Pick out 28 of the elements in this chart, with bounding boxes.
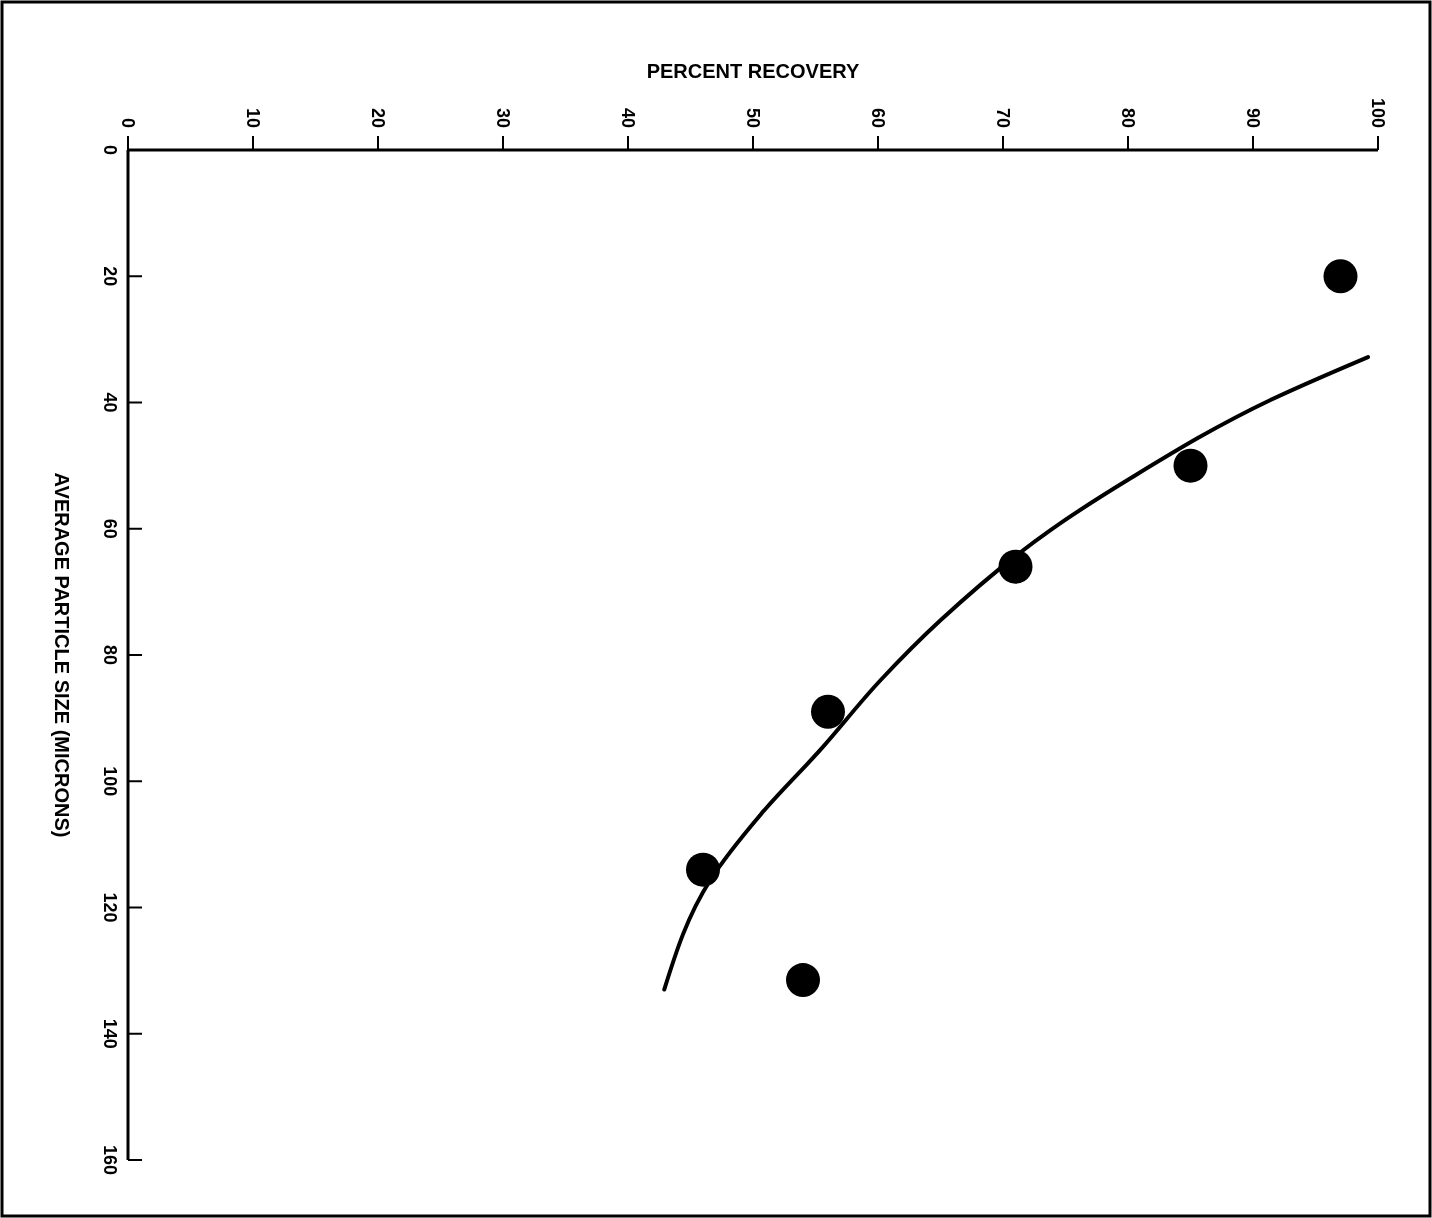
line-series	[662, 355, 1370, 992]
x-tick-label: 90	[1243, 107, 1263, 128]
point	[1173, 448, 1208, 483]
y-tick-label: 40	[100, 392, 120, 413]
point	[811, 694, 845, 729]
y-tick-label: 0	[100, 144, 120, 156]
point	[686, 852, 720, 887]
y-tick-label: 140	[100, 1018, 120, 1049]
x-tick-label: 20	[368, 107, 388, 128]
point	[1323, 259, 1358, 294]
y-tick-label: 80	[100, 644, 120, 666]
x-tick-label: 30	[493, 107, 513, 128]
y-tick-label: 120	[100, 892, 120, 923]
x-tick-label: 100	[1368, 97, 1388, 128]
y-axis-title: AVERAGE PARTICLE SIZE (MICRONS)	[51, 472, 73, 838]
x-tick-label: 40	[618, 107, 638, 128]
x-tick-label: 0	[118, 117, 138, 128]
point	[786, 963, 820, 998]
y-tick-label: 20	[100, 266, 120, 287]
x-tick-label: 50	[743, 107, 763, 128]
x-tick-label: 60	[868, 107, 888, 128]
x-tick-label: 70	[993, 107, 1013, 128]
y-tick-label: 60	[100, 518, 120, 539]
x-tick-label: 80	[1118, 107, 1138, 128]
y-tick-label: 160	[100, 1144, 120, 1176]
y-tick-label: 100	[100, 766, 120, 797]
x-tick-label: 10	[243, 107, 263, 128]
x-axis-title: PERCENT RECOVERY	[646, 60, 860, 82]
